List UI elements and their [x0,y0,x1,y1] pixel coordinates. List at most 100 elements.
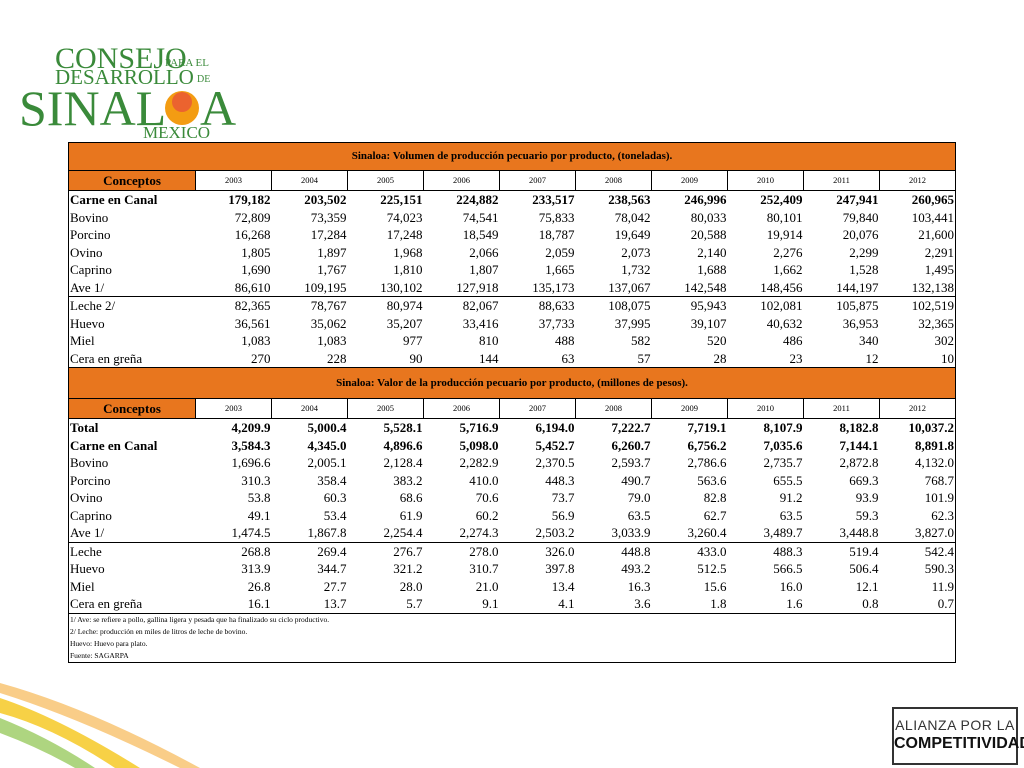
year-header: 2004 [271,398,348,419]
cell-value: 28 [713,350,727,366]
cell-value: 37,995 [614,315,651,331]
cell-value: 21,600 [918,227,954,243]
swoosh [0,698,140,768]
year-header: 2007 [499,170,576,191]
cell-value: 101.9 [924,490,954,506]
row-label: Cera en greña [70,350,143,366]
cell-value: 127,918 [456,279,499,295]
cell-value: 130,102 [380,279,423,295]
table-title: Sinaloa: Volumen de producción pecuario … [68,142,956,171]
cell-value: 2,735.7 [763,455,803,471]
cell-value: 32,365 [918,315,954,331]
decoration [0,683,200,768]
cell-value: 488.3 [727,541,804,560]
cell-value: 270 [251,350,271,366]
cell-value: 40,632 [766,315,803,331]
cell-value: 2,059 [545,244,575,260]
cell-value: 3,827.0 [915,525,954,541]
cell-value: 109,195 [304,279,347,295]
cell-value: 977 [403,333,423,349]
cell-value: 566.5 [773,561,803,577]
cell-value: 78,767 [271,296,348,315]
row-label: Huevo [70,315,105,331]
cell-value: 321.2 [393,561,423,577]
cell-value: 7,144.1 [839,437,879,453]
cell-value: 313.9 [241,561,271,577]
cell-value: 1,528 [849,262,879,278]
cell-value: 1,495 [924,262,954,278]
cell-value: 6,756.2 [687,437,727,453]
logo-sun [172,92,192,112]
row-label: Leche 2/ [68,296,196,315]
cell-value: 82,067 [423,296,500,315]
cell-value: 93.9 [855,490,879,506]
row-label: Caprino [70,262,112,278]
row-label: Carne en Canal [70,437,158,453]
data-row: Ave 1/1,474.5 1,867.8 2,254.4 2,274.3 2,503.… [69,524,956,542]
cell-value: 7,719.1 [687,420,727,436]
row-label: Leche [68,541,196,560]
cell-value: 17,248 [386,227,423,243]
cell-value: 28.0 [399,578,423,594]
alianza-text: COMPETITIVIDAD [894,735,1024,752]
cell-value: 68.6 [399,490,423,506]
cell-value: 105,875 [803,296,880,315]
cell-value: 590.3 [924,561,954,577]
cell-value: 326.0 [499,541,576,560]
logo-text: A [200,80,236,136]
cell-value: 82.8 [703,490,727,506]
data-row: Leche 268.8 269.4 276.7 278.0 326.0 448.8 433.0… [68,541,956,560]
cell-value: 10 [941,350,954,366]
row-label: Ovino [70,490,103,506]
note-row: Fuente: SAGARPA [69,650,956,663]
cell-value: 1.6 [786,596,803,612]
cell-value: 75,833 [538,209,575,225]
cell-value: 12 [865,350,879,366]
cell-value: 63.5 [779,507,803,523]
cell-value: 35,062 [310,315,347,331]
year-header: 2003 [195,170,272,191]
row-label: Miel [70,333,95,349]
cell-value: 397.8 [545,561,575,577]
cell-value: 519.4 [803,541,880,560]
logo: CONSEJO PARA EL DESARROLLO DE SINAL A ME… [19,42,236,142]
year-header: 2012 [879,398,956,419]
row-label: Miel [70,578,95,594]
year-header: 2010 [727,398,804,419]
cell-value: 1,732 [621,262,651,278]
cell-value: 144 [479,350,499,366]
row-label: Ovino [70,244,103,260]
swoosh [0,718,95,768]
note: 1/ Ave: se refiere a pollo, gallina lige… [68,612,956,626]
data-row: Ovino 53.8 60.3 68.6 70.6 73.7 79.0 82.8 91.2 93.… [69,489,956,507]
data-row: Cera en greña 270 228 90 144 63 57 28 23 12 10 [69,350,956,368]
cell-value: 33,416 [462,315,499,331]
data-row: Bovino 1,696.6 2,005.1 2,128.4 2,282.9 2,370.… [69,454,956,472]
cell-value: 73.7 [551,490,575,506]
logo-text: SINAL [19,80,166,136]
cell-value: 63 [561,350,575,366]
cell-value: 10,037.2 [908,420,955,436]
cell-value: 4,896.6 [383,437,423,453]
year-header: 2011 [803,170,880,191]
cell-value: 2,254.4 [383,525,423,541]
cell-value: 2,786.6 [687,455,727,471]
cell-value: 448.8 [575,541,652,560]
logo-text: MEXICO [143,123,210,142]
cell-value: 512.5 [697,561,727,577]
cell-value: 15.6 [703,578,727,594]
cell-value: 488 [555,333,575,349]
note: Huevo: Huevo para plato. [70,638,148,648]
cell-value: 19,649 [614,227,651,243]
header-row: Conceptos 2003 2004 2005 2006 2007 2008 2009 201… [68,398,956,419]
cell-value: 252,409 [760,192,803,208]
cell-value: 268.8 [195,541,272,560]
cell-value: 102,519 [879,296,956,315]
data-row: Miel 26.8 27.7 28.0 21.0 13.4 16.3 15.6 16.0 12.1… [69,578,956,596]
row-label: Porcino [70,472,111,488]
cell-value: 9.1 [482,596,499,612]
cell-value: 36,561 [234,315,271,331]
cell-value: 582 [631,333,651,349]
year-header: 2004 [271,170,348,191]
year-header: 2008 [575,170,652,191]
